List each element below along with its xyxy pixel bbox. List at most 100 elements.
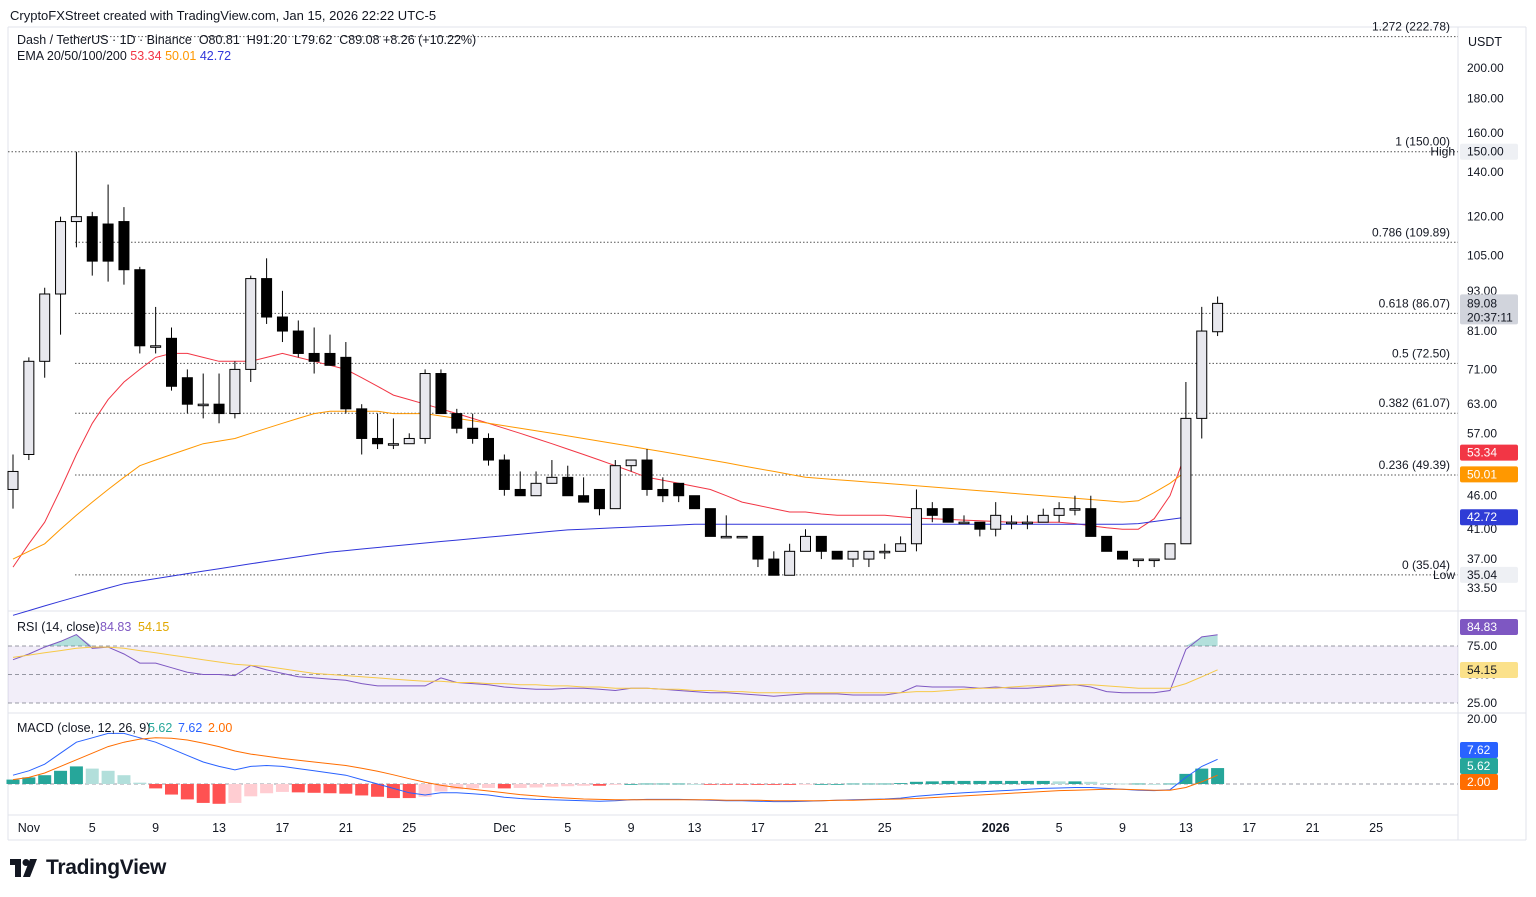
macd-histogram-bar (830, 784, 844, 785)
macd-histogram-bar (989, 780, 1003, 784)
candle-body (213, 403, 225, 415)
ema20-badge-bg (1460, 444, 1518, 461)
candle-body (1212, 302, 1224, 333)
candle-body (150, 345, 162, 348)
ema50-badge-bg (1460, 466, 1518, 483)
macd-histogram-bar (22, 777, 36, 784)
macd-histogram-bar (371, 784, 385, 797)
macd-histogram-bar (846, 783, 860, 785)
macd-histogram-bar (799, 784, 812, 785)
macd-histogram-bar (973, 780, 987, 784)
price-tick-label: 41.00 (1467, 522, 1497, 536)
candle-body (578, 495, 590, 503)
macd-title: MACD (close, 12, 26, 9) (17, 721, 150, 735)
macd-histogram-bar (482, 784, 495, 788)
macd-legend-value: 5.62 (148, 721, 172, 735)
candle-body (974, 521, 986, 530)
candle-body (1180, 417, 1192, 545)
price-tick-label: 37.00 (1467, 552, 1497, 566)
currency-label[interactable]: USDT (1468, 35, 1503, 49)
rsi-legend-value: 84.83 (100, 620, 131, 634)
macd-histogram-bar (767, 784, 781, 785)
candle-body (387, 443, 399, 446)
ema-label: EMA 20/50/100/200 (17, 49, 127, 63)
macd-histogram-bar (640, 783, 654, 785)
macd-histogram-bar (180, 784, 194, 800)
macd-badge: 5.62 (1467, 759, 1491, 773)
rsi-badge-bg (1460, 619, 1518, 635)
macd-histogram-bar (228, 784, 242, 803)
fib-label: 0.618 (86.07) (1379, 296, 1450, 310)
tradingview-logo: TradingView (10, 856, 166, 880)
macd-histogram-bar (909, 781, 923, 784)
candle-body (784, 550, 796, 576)
signal-badge: 7.62 (1467, 743, 1491, 757)
time-tick-label: 9 (1119, 821, 1126, 835)
candle-body (863, 550, 875, 560)
countdown: 20:37:11 (1467, 310, 1513, 324)
candle-body (498, 459, 510, 490)
time-tick-label: 13 (1179, 821, 1193, 835)
candle-body (910, 508, 922, 545)
candle-body (530, 482, 542, 497)
fib-label: 0.5 (72.50) (1392, 346, 1450, 360)
candle-body (1164, 543, 1176, 560)
macd-histogram-bar (894, 783, 908, 784)
macd-histogram-bar (1211, 768, 1225, 784)
ohlc-change: +8.26 (+10.22%) (383, 33, 477, 47)
macd-histogram-bar (386, 784, 400, 799)
price-tick-label: 57.00 (1467, 426, 1497, 440)
candle-body (467, 427, 479, 439)
time-tick-label: 2026 (982, 821, 1010, 835)
macd-histogram-bar (101, 770, 115, 784)
candle-body (102, 223, 114, 262)
macd-badge-bg (1460, 742, 1498, 758)
low-badge: 35.04 (1467, 568, 1497, 582)
candle-body (197, 403, 209, 407)
candle-body (990, 514, 1002, 530)
macd-histogram-bar (925, 781, 939, 784)
macd-histogram-bar (1163, 783, 1177, 785)
tradingview-logo-icon (10, 859, 37, 877)
macd-histogram-bar (656, 783, 670, 785)
fib-label: 0.382 (61.07) (1379, 396, 1450, 410)
macd-histogram-bar (466, 784, 480, 789)
macd-histogram-bar (1068, 781, 1082, 784)
macd-histogram-bar (545, 784, 559, 787)
time-axis[interactable]: Nov 5 9 13 17 21 25 Dec 5 9 13 17 21 25 2026 5 9 13 17 21 25 (18, 821, 1383, 835)
fib-label: 0 (35.04) (1402, 558, 1450, 572)
macd-histogram-bar (434, 784, 448, 792)
time-tick-label: Nov (18, 821, 41, 835)
candle-body (847, 550, 859, 560)
candle-body (134, 269, 146, 347)
macd-histogram-bar (54, 770, 68, 784)
candle-body (689, 495, 701, 510)
ema-line-1 (12, 410, 1187, 560)
macd-histogram-bar (244, 784, 258, 797)
macd-histogram-bar (291, 784, 305, 793)
candle-body (1117, 550, 1128, 560)
candle-body (23, 360, 35, 455)
candle-body (546, 476, 558, 484)
last-price: 89.08 (1467, 296, 1497, 310)
macd-histogram-bar (1100, 783, 1114, 784)
rsi-tick-label: 75.00 (1467, 639, 1497, 653)
macd-histogram-bar (577, 784, 591, 786)
macd-tick-label: 20.00 (1467, 712, 1497, 726)
hist-badge-bg (1460, 774, 1498, 790)
macd-histogram-bar (133, 782, 147, 784)
price-tick-label: 105.00 (1467, 249, 1504, 263)
macd-histogram-bar (814, 784, 828, 785)
candle-body (292, 330, 304, 354)
rsi-ma-badge: 54.15 (1467, 663, 1497, 677)
candle-body (958, 521, 970, 525)
candle-body (625, 459, 637, 467)
candle-body (895, 543, 907, 552)
credit-line: CryptoFXStreet created with TradingView.… (10, 8, 437, 23)
price-tick-label: 33.50 (1467, 581, 1497, 595)
price-pane[interactable]: 200.00 180.00 160.00 140.00 120.00 105.00 93.0… (7, 20, 1518, 616)
candle-body (704, 508, 716, 537)
candle-body (609, 465, 621, 510)
